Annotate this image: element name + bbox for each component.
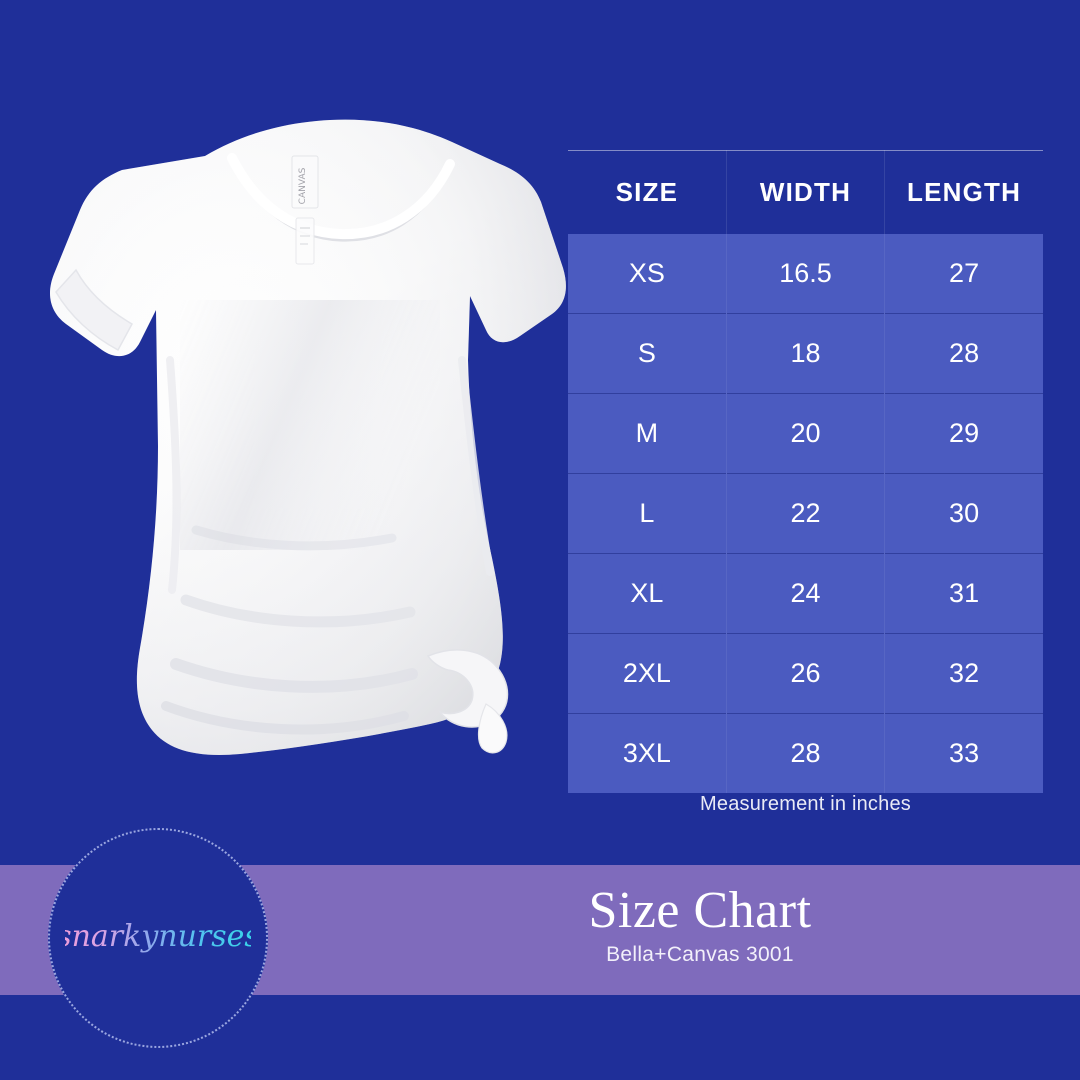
cell-size: XS [568,234,727,314]
cell-size: S [568,313,727,394]
cell-length: 33 [884,713,1043,793]
cell-size: M [568,393,727,474]
size-table: SIZE WIDTH LENGTH XS 16.5 27 S 18 28 M [568,150,1043,793]
table-row: XS 16.5 27 [568,234,1043,314]
tshirt-product-photo: CANVAS [0,60,575,800]
size-table-body: XS 16.5 27 S 18 28 M 20 29 L 22 30 [568,234,1043,793]
cell-width: 16.5 [725,234,885,314]
cell-width: 24 [725,553,885,634]
table-row: M 20 29 [568,393,1043,474]
svg-text:CANVAS: CANVAS [298,167,308,204]
cell-length: 30 [884,473,1043,554]
brand-logo: snarkynurses [48,828,268,1048]
cell-length: 29 [884,393,1043,474]
brand-logo-circle [48,828,268,1048]
column-header-size: SIZE [615,176,679,207]
cell-length: 28 [884,313,1043,394]
cell-width: 22 [725,473,885,554]
cell-size: 2XL [568,633,727,714]
cell-length: 27 [884,234,1043,314]
size-table-container: SIZE WIDTH LENGTH XS 16.5 27 S 18 28 M [568,150,1043,793]
table-row: XL 24 31 [568,553,1043,634]
table-header-row: SIZE WIDTH LENGTH [568,150,1043,234]
cell-width: 20 [725,393,885,474]
knotted-hem [426,649,509,754]
column-header-length: LENGTH [884,150,1043,234]
column-header-width: WIDTH [725,150,885,234]
brand-neck-label: CANVAS [291,155,319,265]
table-row: 2XL 26 32 [568,633,1043,714]
table-row: S 18 28 [568,313,1043,394]
cell-size: L [568,473,727,554]
cell-size: 3XL [568,713,727,793]
logo-text: snarkynurses [65,919,251,954]
cell-length: 32 [884,633,1043,714]
fabric-folds [161,300,494,735]
cell-length: 31 [884,553,1043,634]
table-row: 3XL 28 33 [568,713,1043,793]
measurement-note: Measurement in inches [700,793,911,815]
page-title: Size Chart [588,882,812,939]
cell-width: 26 [725,633,885,714]
table-row: L 22 30 [568,473,1043,554]
cell-width: 18 [725,313,885,394]
page-subtitle: Bella+Canvas 3001 [606,943,794,966]
size-table-head: SIZE WIDTH LENGTH [568,150,1043,234]
cell-size: XL [568,553,727,634]
rolled-sleeve-cuff [55,268,134,352]
cell-width: 28 [725,713,885,793]
snarkynurses-wordmark: snarkynurses [65,919,251,954]
